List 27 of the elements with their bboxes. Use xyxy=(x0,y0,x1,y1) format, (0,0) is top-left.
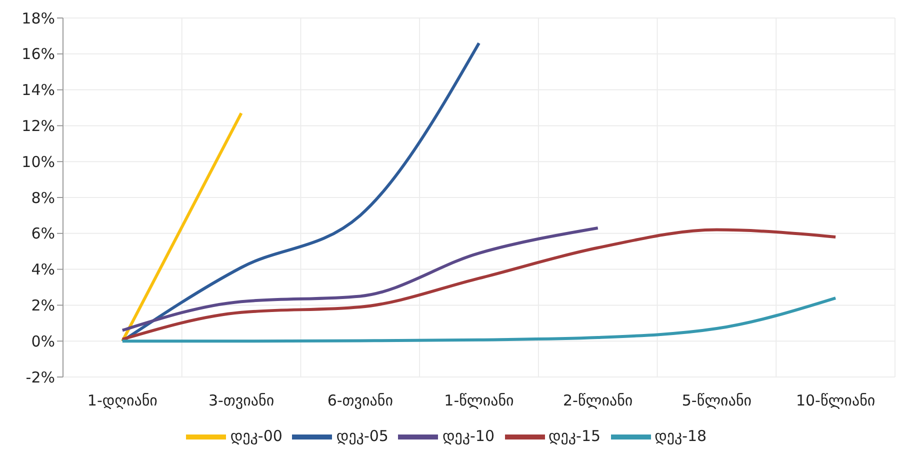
y-tick-label: 2% xyxy=(31,296,55,315)
line-series xyxy=(120,296,838,343)
y-tick-label: -2% xyxy=(26,368,55,386)
y-tick-label: 0% xyxy=(31,332,55,350)
x-tick-label: 5-წლიანი xyxy=(682,392,752,410)
legend-label: დეკ-10 xyxy=(442,427,495,446)
y-tick-label: 14% xyxy=(22,81,55,100)
y-tick-label: 6% xyxy=(31,224,55,243)
legend-label: დეკ-18 xyxy=(654,427,707,446)
y-tick-label: 8% xyxy=(31,188,55,207)
legend-label: დეკ-05 xyxy=(336,427,388,446)
y-tick-label: 16% xyxy=(22,45,55,64)
y-tick-label: 4% xyxy=(31,260,55,279)
y-tick-label: 12% xyxy=(22,117,55,136)
y-tick-label: 10% xyxy=(22,152,55,171)
legend-label: დეკ-00 xyxy=(230,427,282,446)
y-tick-label: 18% xyxy=(22,9,55,28)
x-tick-label: 2-წლიანი xyxy=(563,392,633,410)
line-series xyxy=(120,42,480,343)
legend-label: დეკ-15 xyxy=(548,427,601,446)
x-tick-label: 3-თვიანი xyxy=(208,392,274,410)
line-series xyxy=(120,228,838,341)
x-tick-label: 1-წლიანი xyxy=(444,392,514,410)
x-tick-label: 1-დღიანი xyxy=(87,392,158,410)
x-tick-label: 10-წლიანი xyxy=(796,392,876,410)
x-tick-label: 6-თვიანი xyxy=(327,392,394,410)
line-series xyxy=(120,226,600,332)
